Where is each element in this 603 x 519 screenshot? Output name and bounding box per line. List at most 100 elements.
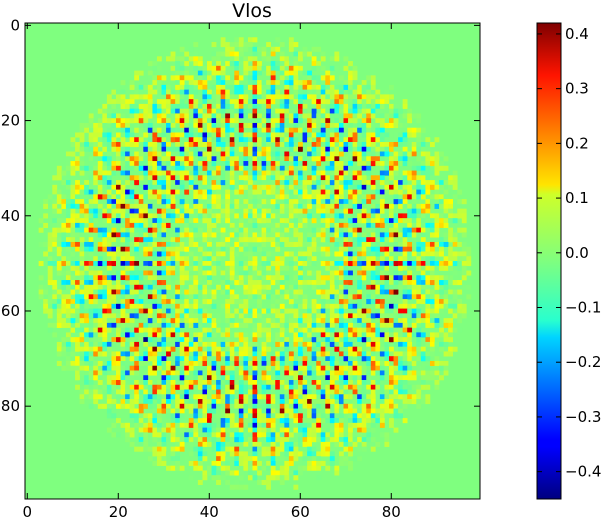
heatmap-cell xyxy=(179,180,185,186)
heatmap-cell xyxy=(152,370,158,376)
heatmap-cell xyxy=(170,199,176,205)
heatmap-cell xyxy=(102,351,108,357)
heatmap-cell xyxy=(293,370,299,376)
heatmap-cell xyxy=(229,61,235,67)
heatmap-cell xyxy=(329,289,335,295)
heatmap-cell xyxy=(161,75,167,81)
heatmap-cell xyxy=(311,375,317,381)
heatmap-cell xyxy=(279,61,285,67)
heatmap-cell xyxy=(79,370,85,376)
heatmap-cell xyxy=(179,370,185,376)
heatmap-cell xyxy=(175,251,180,257)
heatmap-cell xyxy=(175,284,180,290)
heatmap-cell xyxy=(307,389,312,395)
heatmap-cell xyxy=(161,356,167,362)
heatmap-cell xyxy=(229,389,235,395)
heatmap-cell xyxy=(88,118,94,124)
heatmap-cell xyxy=(234,80,240,86)
heatmap-cell xyxy=(329,265,335,271)
heatmap-cell xyxy=(193,289,199,295)
heatmap-cell xyxy=(93,299,99,305)
heatmap-cell xyxy=(288,389,294,395)
heatmap-cell xyxy=(293,413,299,419)
heatmap-cell xyxy=(97,380,103,386)
heatmap-cell xyxy=(407,318,413,324)
heatmap-cell xyxy=(252,218,258,224)
heatmap-cell xyxy=(266,280,271,286)
heatmap-cell xyxy=(334,218,340,224)
heatmap-cell xyxy=(138,284,144,290)
heatmap-cell xyxy=(220,280,226,286)
heatmap-cell xyxy=(411,170,417,176)
heatmap-cell xyxy=(411,299,417,305)
heatmap-cell xyxy=(307,318,312,324)
heatmap-cell xyxy=(184,365,190,371)
heatmap-cell xyxy=(311,337,317,343)
heatmap-cell xyxy=(448,303,453,309)
heatmap-cell xyxy=(211,51,217,57)
heatmap-cell xyxy=(138,203,144,209)
heatmap-cell xyxy=(102,108,108,114)
heatmap-cell xyxy=(334,389,340,395)
heatmap-cell xyxy=(370,108,376,114)
heatmap-cell xyxy=(434,218,440,224)
heatmap-cell xyxy=(338,332,344,338)
heatmap-cell xyxy=(238,65,244,71)
heatmap-cell xyxy=(193,299,199,305)
heatmap-cell xyxy=(207,61,212,67)
heatmap-cell xyxy=(143,265,149,271)
heatmap-cell xyxy=(211,375,217,381)
heatmap-cell xyxy=(329,370,335,376)
heatmap-cell xyxy=(129,175,135,181)
heatmap-cell xyxy=(147,84,153,90)
heatmap-cell xyxy=(193,384,199,390)
heatmap-cell xyxy=(348,165,353,171)
heatmap-cell xyxy=(120,218,126,224)
heatmap-cell xyxy=(161,108,167,114)
heatmap-cell xyxy=(234,151,240,157)
heatmap-cell xyxy=(384,356,390,362)
heatmap-cell xyxy=(229,70,235,76)
heatmap-cell xyxy=(348,241,353,248)
heatmap-cell xyxy=(370,289,376,295)
heatmap-cell xyxy=(402,156,408,162)
heatmap-cell xyxy=(298,332,303,338)
heatmap-cell xyxy=(457,313,463,319)
heatmap-cell xyxy=(170,356,176,362)
heatmap-cell xyxy=(352,241,358,248)
heatmap-cell xyxy=(393,399,399,405)
heatmap-cell xyxy=(288,241,294,248)
heatmap-cell xyxy=(357,380,362,386)
heatmap-cell xyxy=(175,146,180,152)
heatmap-cell xyxy=(243,375,249,381)
heatmap-cell xyxy=(143,142,149,148)
heatmap-cell xyxy=(252,199,258,205)
heatmap-cell xyxy=(379,132,385,138)
heatmap-cell xyxy=(188,384,194,390)
heatmap-cell xyxy=(47,294,53,300)
heatmap-cell xyxy=(393,289,399,295)
heatmap-cell xyxy=(416,341,422,347)
heatmap-cell xyxy=(161,189,167,195)
heatmap-cell xyxy=(348,118,353,124)
heatmap-cell xyxy=(416,327,422,333)
heatmap-cell xyxy=(266,199,271,205)
heatmap-cell xyxy=(166,237,171,243)
heatmap-cell xyxy=(334,241,340,248)
heatmap-cell xyxy=(134,199,140,205)
heatmap-cell xyxy=(52,303,58,309)
heatmap-cell xyxy=(398,284,403,290)
heatmap-cell xyxy=(275,389,281,395)
heatmap-cell xyxy=(75,237,80,243)
heatmap-cell xyxy=(252,318,258,324)
heatmap-cell xyxy=(366,218,372,224)
heatmap-cell xyxy=(329,146,335,152)
heatmap-cell xyxy=(334,118,340,124)
heatmap-cell xyxy=(343,365,349,371)
heatmap-cell xyxy=(147,170,153,176)
heatmap-cell xyxy=(402,394,408,400)
heatmap-cell xyxy=(152,341,158,347)
heatmap-cell xyxy=(329,108,335,114)
heatmap-cell xyxy=(138,142,144,148)
heatmap-cell xyxy=(334,51,340,57)
